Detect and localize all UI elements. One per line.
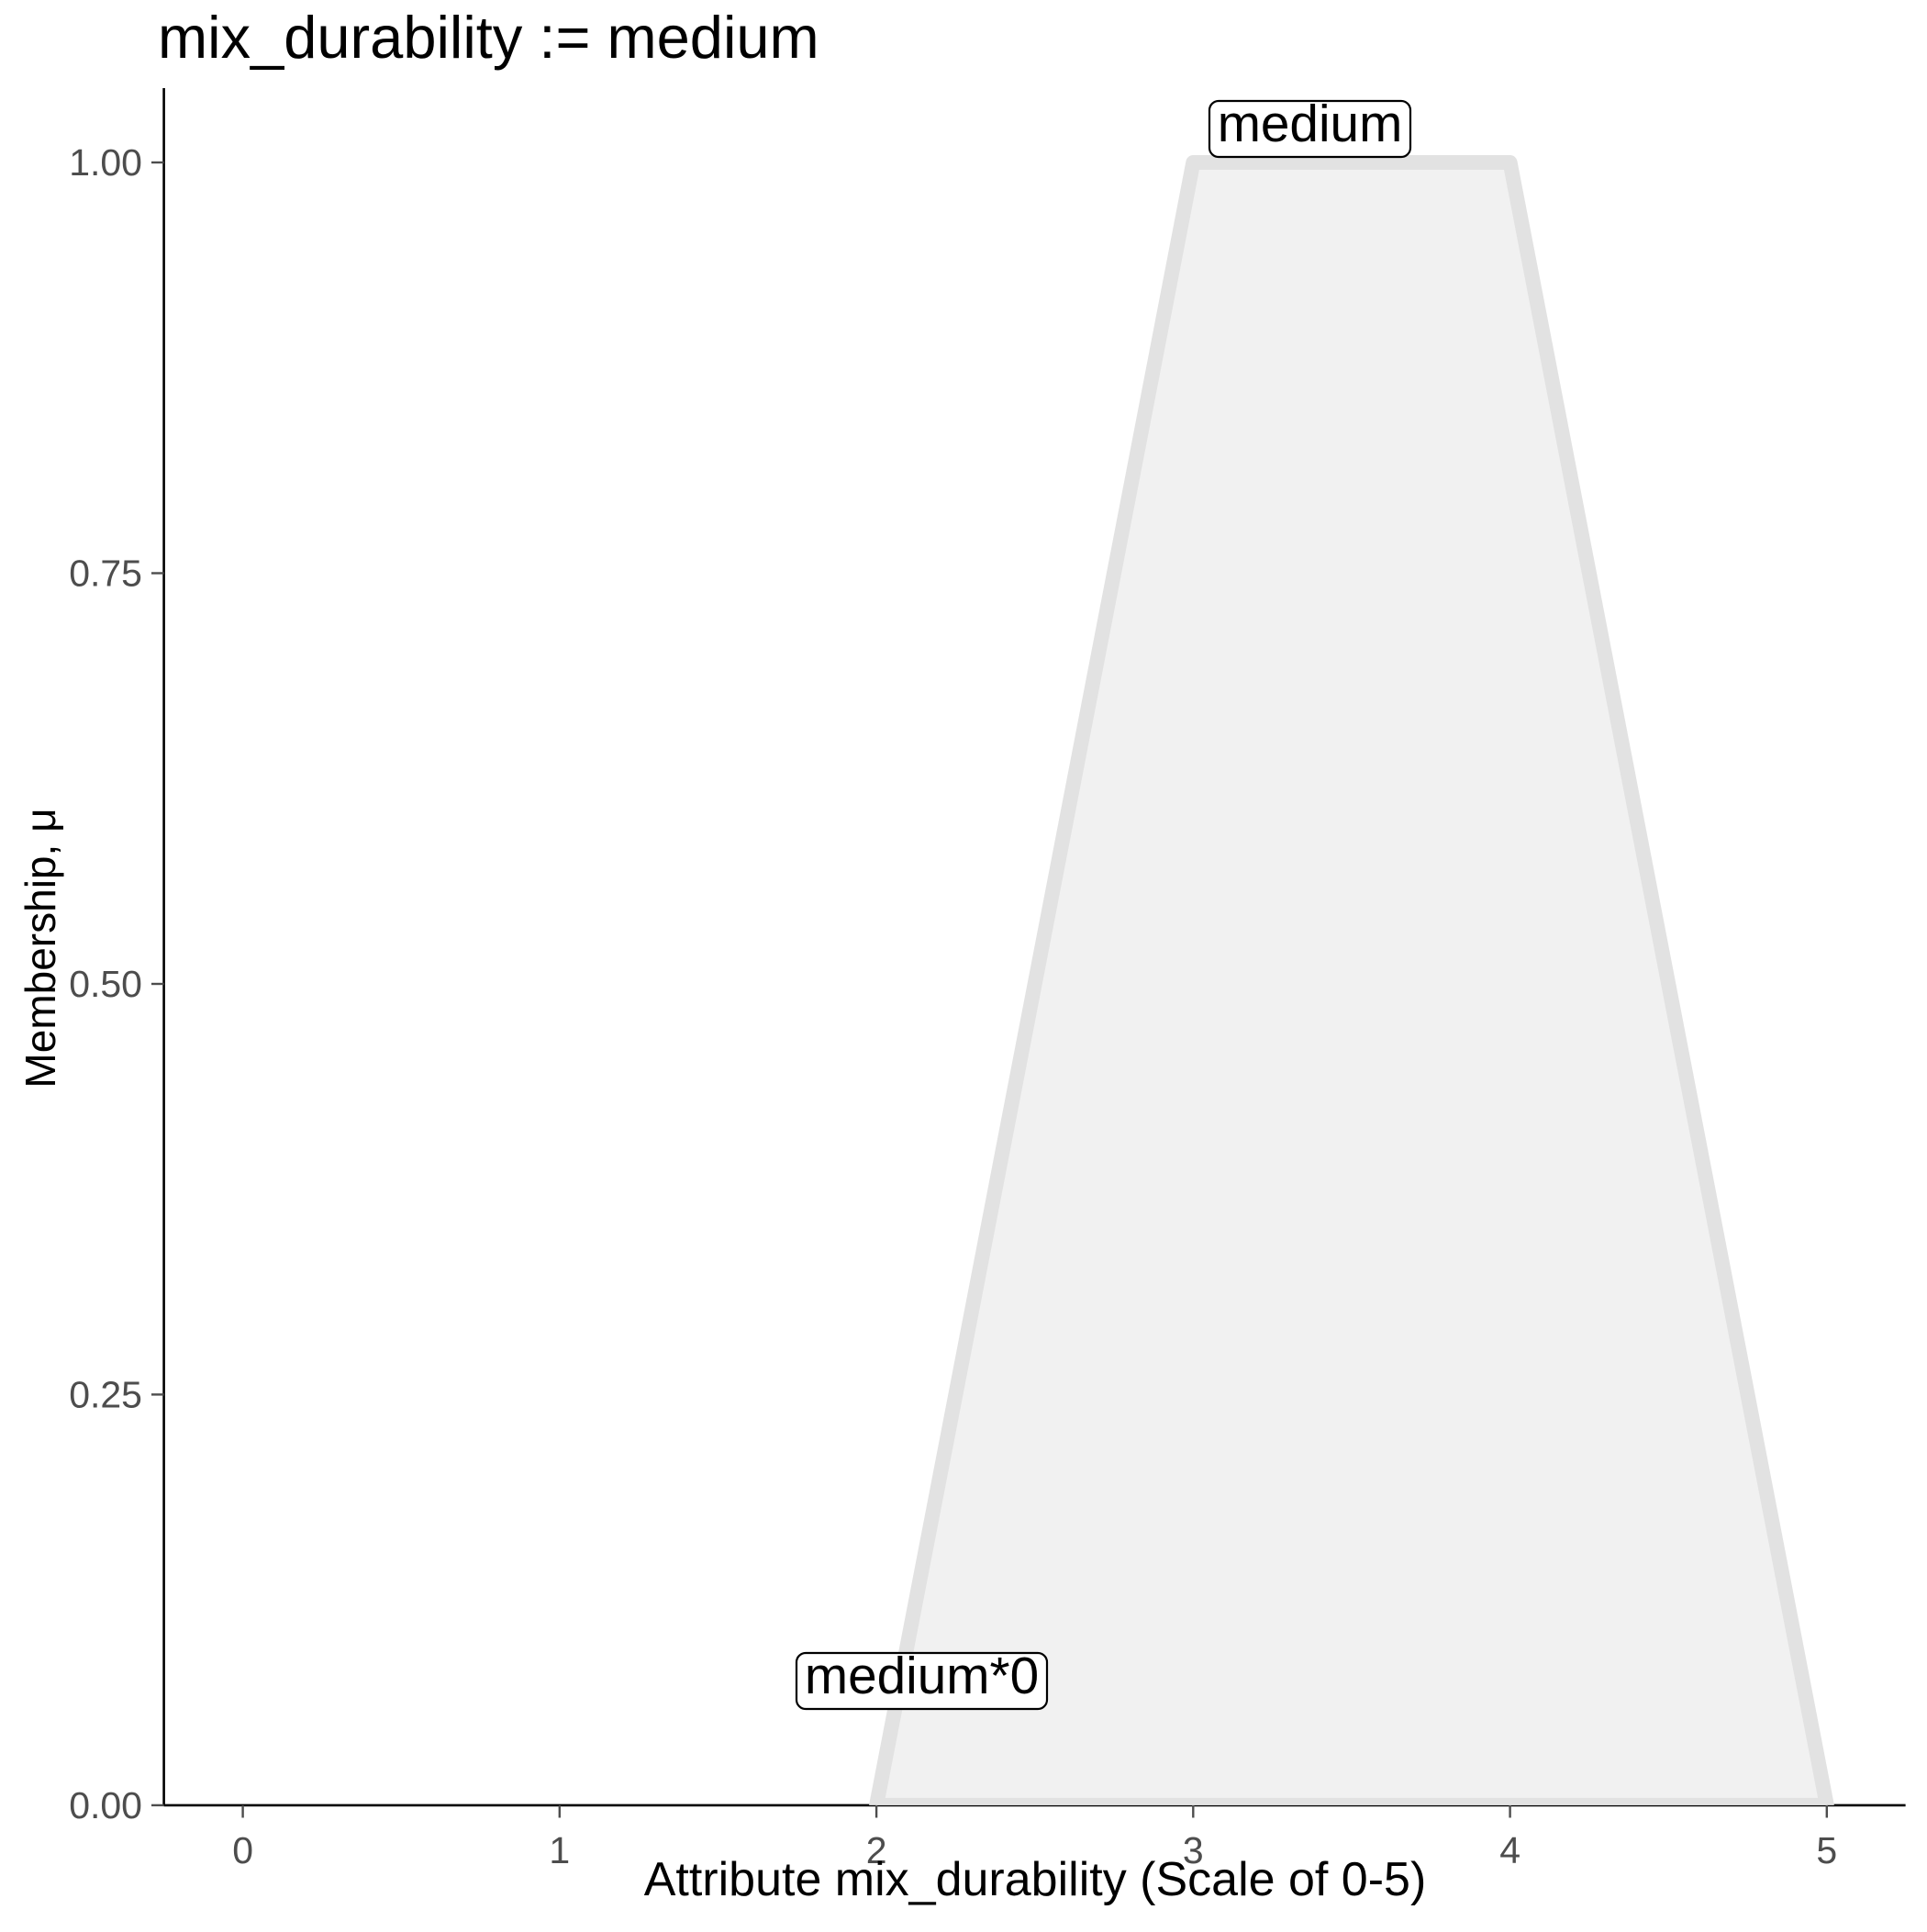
svg-text:medium*0: medium*0 (805, 1647, 1039, 1705)
svg-text:0.75: 0.75 (69, 553, 142, 595)
svg-text:0: 0 (232, 1829, 253, 1871)
svg-text:5: 5 (1816, 1829, 1837, 1871)
svg-text:Attribute mix_durability (Scal: Attribute mix_durability (Scale of 0-5) (644, 1853, 1427, 1906)
svg-text:0.50: 0.50 (69, 963, 142, 1005)
svg-text:1: 1 (549, 1829, 570, 1871)
svg-text:0.25: 0.25 (69, 1373, 142, 1415)
svg-text:0.00: 0.00 (69, 1784, 142, 1826)
svg-text:medium: medium (1218, 95, 1403, 153)
svg-text:mix_durability := medium: mix_durability := medium (158, 4, 819, 71)
svg-text:Membership, μ: Membership, μ (17, 808, 64, 1088)
svg-text:1.00: 1.00 (69, 141, 142, 184)
svg-text:4: 4 (1499, 1829, 1520, 1871)
